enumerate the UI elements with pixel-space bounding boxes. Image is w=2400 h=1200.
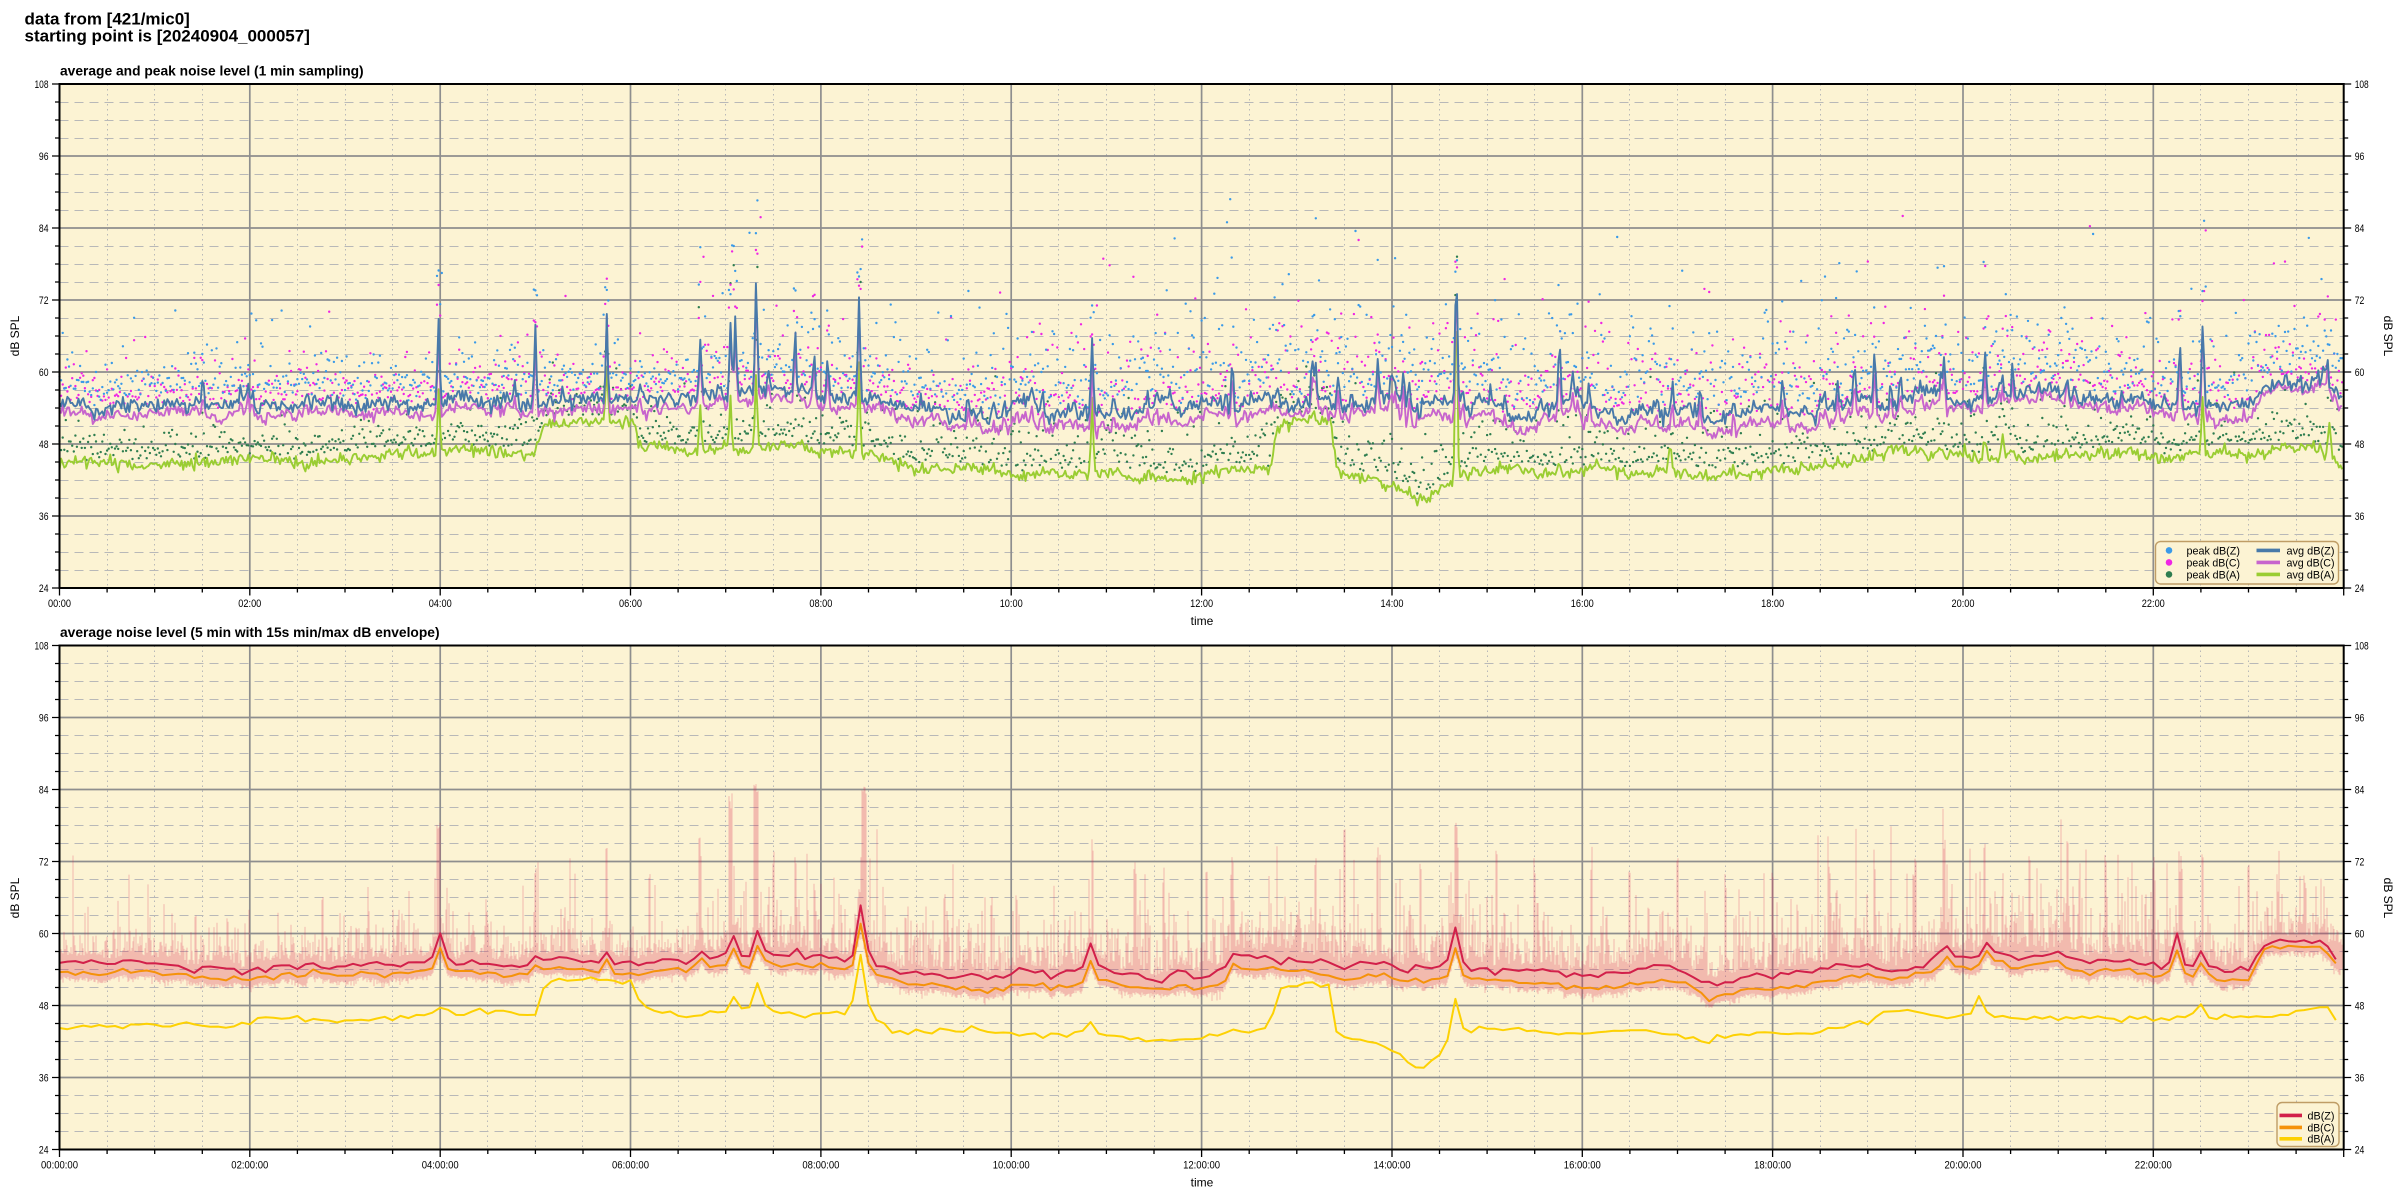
svg-text:14:00: 14:00 [1381,598,1404,610]
svg-text:36: 36 [2355,511,2365,523]
svg-text:00:00: 00:00 [48,598,71,610]
svg-text:dB(A): dB(A) [2308,1134,2335,1146]
svg-text:04:00:00: 04:00:00 [422,1160,459,1172]
svg-text:108: 108 [2355,79,2369,91]
svg-text:20:00: 20:00 [1952,598,1975,610]
svg-text:12:00:00: 12:00:00 [1183,1160,1220,1172]
svg-text:18:00: 18:00 [1761,598,1784,610]
svg-text:dB SPL: dB SPL [8,877,22,918]
svg-text:60: 60 [2355,929,2365,941]
svg-text:60: 60 [39,367,49,379]
svg-text:02:00: 02:00 [238,598,261,610]
svg-text:84: 84 [2355,223,2365,235]
svg-text:60: 60 [2355,367,2365,379]
svg-text:24: 24 [39,583,49,595]
svg-text:22:00:00: 22:00:00 [2135,1160,2172,1172]
svg-text:96: 96 [2355,713,2365,725]
svg-text:02:00:00: 02:00:00 [231,1160,268,1172]
svg-text:12:00: 12:00 [1190,598,1213,610]
svg-text:08:00: 08:00 [809,598,832,610]
svg-text:96: 96 [39,151,49,163]
svg-text:04:00: 04:00 [429,598,452,610]
svg-text:starting point is [20240904_00: starting point is [20240904_000057] [25,27,310,46]
svg-text:36: 36 [2355,1073,2365,1085]
svg-text:14:00:00: 14:00:00 [1374,1160,1411,1172]
svg-text:84: 84 [2355,785,2365,797]
svg-text:dB(C): dB(C) [2308,1122,2335,1134]
svg-text:average and peak noise level (: average and peak noise level (1 min samp… [60,64,364,79]
svg-text:peak dB(Z): peak dB(Z) [2187,545,2241,557]
svg-text:avg dB(Z): avg dB(Z) [2287,545,2335,557]
svg-text:60: 60 [39,929,49,941]
svg-text:48: 48 [39,1001,49,1013]
svg-text:48: 48 [2355,439,2365,451]
svg-text:108: 108 [35,79,49,91]
svg-text:22:00: 22:00 [2142,598,2165,610]
svg-text:06:00:00: 06:00:00 [612,1160,649,1172]
svg-text:10:00: 10:00 [1000,598,1023,610]
svg-text:72: 72 [2355,295,2365,307]
svg-text:average noise level (5 min wit: average noise level (5 min with 15s min/… [60,625,440,640]
svg-text:16:00:00: 16:00:00 [1564,1160,1601,1172]
svg-text:time: time [1191,1176,1214,1190]
svg-text:24: 24 [2355,583,2365,595]
svg-text:avg dB(A): avg dB(A) [2287,569,2335,581]
svg-text:36: 36 [39,1073,49,1085]
svg-text:dB SPL: dB SPL [8,315,22,356]
svg-text:24: 24 [2355,1145,2365,1157]
svg-text:dB(Z): dB(Z) [2308,1110,2335,1122]
svg-text:48: 48 [39,439,49,451]
svg-text:84: 84 [39,223,49,235]
svg-text:08:00:00: 08:00:00 [802,1160,839,1172]
svg-text:24: 24 [39,1145,49,1157]
svg-text:06:00: 06:00 [619,598,642,610]
svg-text:96: 96 [2355,151,2365,163]
svg-text:48: 48 [2355,1001,2365,1013]
svg-text:18:00:00: 18:00:00 [1754,1160,1791,1172]
svg-text:108: 108 [35,641,49,653]
svg-text:84: 84 [39,785,49,797]
svg-text:72: 72 [2355,857,2365,869]
svg-text:10:00:00: 10:00:00 [993,1160,1030,1172]
svg-text:108: 108 [2355,641,2369,653]
svg-text:data from [421/mic0]: data from [421/mic0] [25,10,190,29]
svg-text:peak dB(C): peak dB(C) [2187,557,2241,569]
svg-text:00:00:00: 00:00:00 [41,1160,78,1172]
svg-text:72: 72 [39,857,49,869]
svg-text:dB SPL: dB SPL [2381,316,2395,357]
svg-text:96: 96 [39,713,49,725]
svg-text:peak dB(A): peak dB(A) [2187,569,2241,581]
svg-text:16:00: 16:00 [1571,598,1594,610]
svg-text:avg dB(C): avg dB(C) [2287,557,2335,569]
svg-text:72: 72 [39,295,49,307]
svg-text:20:00:00: 20:00:00 [1945,1160,1982,1172]
svg-text:36: 36 [39,511,49,523]
svg-text:dB SPL: dB SPL [2381,878,2395,919]
svg-text:time: time [1191,614,1214,628]
